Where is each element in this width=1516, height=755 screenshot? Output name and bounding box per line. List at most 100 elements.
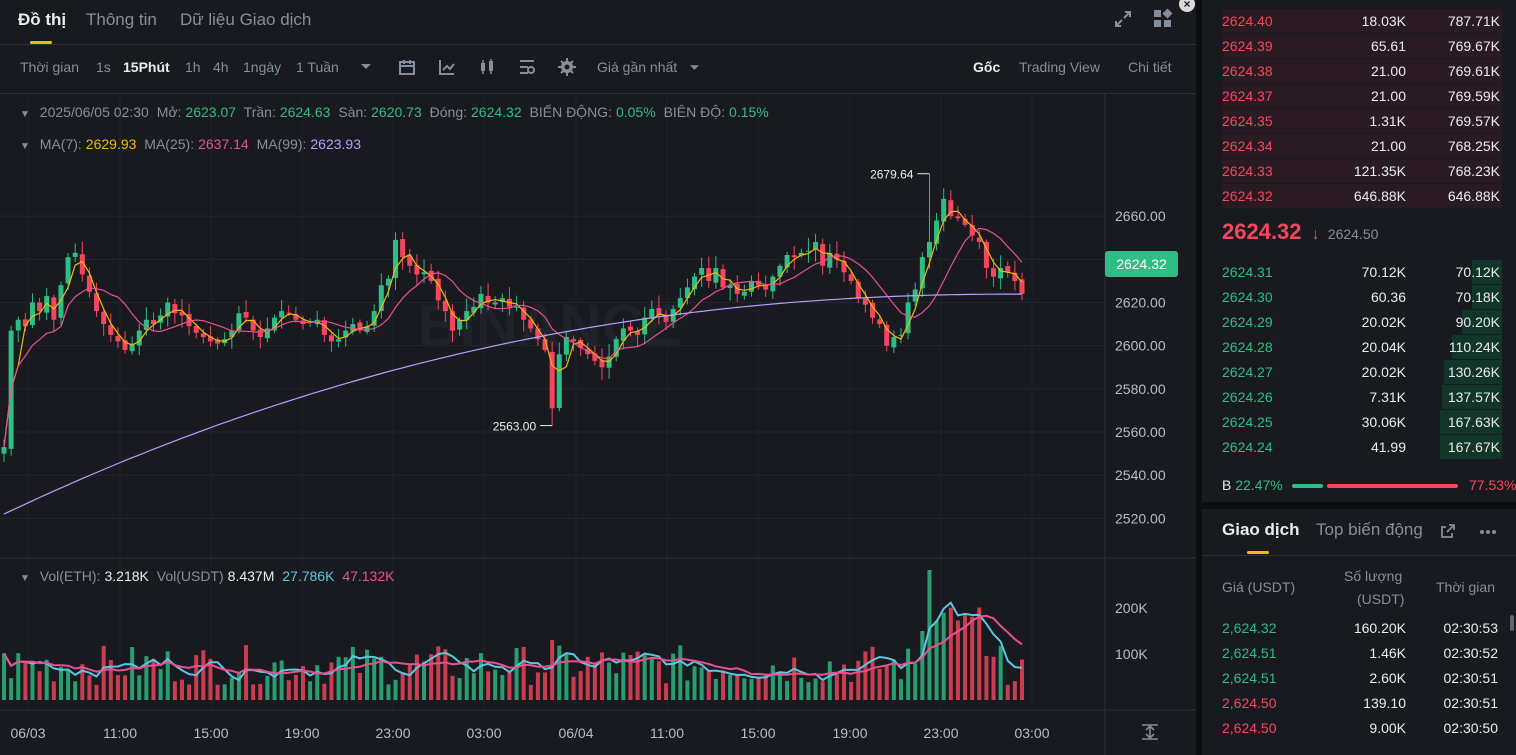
bid-row[interactable]: 2624.28 20.04K 110.24K [1222, 335, 1502, 359]
interval-1w[interactable]: 1 Tuần [296, 59, 339, 75]
volume-bar [357, 672, 362, 700]
candle-body [72, 252, 78, 257]
bid-row[interactable]: 2624.25 30.06K 167.63K [1222, 410, 1502, 434]
view-original-button[interactable]: Gốc [973, 59, 1001, 75]
vol-usdt-label: Vol(USDT) [156, 568, 224, 584]
chevron-down-icon[interactable] [689, 64, 700, 72]
candle-body [215, 339, 221, 344]
candles-icon[interactable] [478, 58, 496, 76]
bid-row[interactable]: 2624.24 41.99 167.67K [1222, 435, 1502, 459]
volume-bar [58, 667, 63, 700]
bid-price: 2624.26 [1222, 389, 1273, 405]
volume-bar [37, 671, 42, 700]
bid-row[interactable]: 2624.30 60.36 70.18K [1222, 285, 1502, 309]
chart-settings-list-icon[interactable] [518, 58, 536, 76]
bid-row[interactable]: 2624.29 20.02K 90.20K [1222, 310, 1502, 334]
interval-1s[interactable]: 1s [96, 59, 111, 75]
bid-price: 2624.30 [1222, 289, 1273, 305]
interval-4h[interactable]: 4h [213, 59, 229, 75]
amplitude-value: 0.15% [729, 104, 769, 120]
candle-body [528, 319, 534, 329]
candlestick-chart[interactable]: BINANCE 2660.002640.002620.002600.002580… [0, 94, 1196, 755]
chart-panel: Đồ thị Thông tin Dữ liệu Giao dịch × Thờ… [0, 0, 1196, 755]
tab-info[interactable]: Thông tin [86, 10, 157, 29]
candle-body [805, 250, 811, 252]
interval-1d[interactable]: 1ngày [243, 59, 282, 75]
depth-bar [1462, 310, 1502, 334]
candle-body [371, 311, 377, 326]
more-options-icon[interactable] [1479, 529, 1497, 535]
external-link-icon[interactable] [1440, 523, 1456, 539]
change-label: BIẾN ĐỘNG: [529, 104, 612, 120]
bid-row[interactable]: 2624.31 70.12K 70.12K [1222, 260, 1502, 284]
tab-trading-data[interactable]: Dữ liệu Giao dịch [180, 10, 312, 29]
indicator-icon[interactable] [438, 58, 456, 76]
ask-row[interactable]: 2624.34 21.00 768.25K [1222, 134, 1502, 158]
ma-row: ▼ MA(7): 2629.93 MA(25): 2637.14 MA(99): 26… [20, 136, 361, 152]
volume-bar [315, 665, 320, 700]
scale-fit-icon[interactable] [1140, 723, 1160, 741]
price-type-select[interactable]: Giá gần nhất [597, 59, 678, 75]
ask-total: 769.57K [1447, 113, 1500, 129]
volume-bar [343, 657, 348, 700]
calendar-icon[interactable] [398, 58, 416, 76]
ask-row[interactable]: 2624.40 18.03K 787.71K [1222, 9, 1502, 33]
buy-pct: 22.47% [1235, 477, 1283, 493]
low-value: 2620.73 [371, 104, 422, 120]
buy-sell-ratio: B 22.47% 77.53% S [1222, 477, 1516, 497]
candle-body [22, 319, 28, 327]
candle-body [257, 329, 263, 338]
close-icon[interactable]: × [1179, 0, 1195, 12]
volume-bar [144, 656, 149, 700]
ask-row[interactable]: 2624.35 1.31K 769.57K [1222, 109, 1502, 133]
ask-row[interactable]: 2624.38 21.00 769.61K [1222, 59, 1502, 83]
trade-time: 02:30:52 [1443, 645, 1499, 661]
view-depth-button[interactable]: Chi tiết [1128, 59, 1172, 75]
candle-body [841, 260, 847, 273]
interval-1h[interactable]: 1h [185, 59, 201, 75]
volume-bar [286, 680, 291, 700]
buy-bar [1292, 484, 1323, 488]
price-axis-label: 2580.00 [1115, 381, 1166, 397]
tab-trades[interactable]: Giao dịch [1222, 520, 1300, 539]
volume-bar [621, 652, 626, 700]
interval-15m[interactable]: 15Phút [123, 59, 170, 75]
close-label: Đóng: [429, 104, 467, 120]
volume-bar [151, 659, 156, 700]
scrollbar[interactable] [1510, 615, 1514, 631]
volume-bar [123, 675, 128, 700]
volume-bar [436, 646, 441, 700]
vol-eth-label: Vol(ETH): [39, 568, 101, 584]
view-tradingview-button[interactable]: Trading View [1019, 59, 1100, 75]
trade-amount: 160.20K [1353, 620, 1406, 636]
price-axis-label: 2560.00 [1115, 424, 1166, 440]
ask-row[interactable]: 2624.39 65.61 769.67K [1222, 34, 1502, 58]
tab-chart[interactable]: Đồ thị [18, 10, 67, 29]
expand-icon[interactable] [1112, 8, 1134, 30]
volume-bar [970, 616, 975, 700]
ask-row[interactable]: 2624.37 21.00 769.59K [1222, 84, 1502, 108]
volume-bar [372, 658, 377, 700]
bid-row[interactable]: 2624.27 20.02K 130.26K [1222, 360, 1502, 384]
candle-body [229, 330, 235, 338]
layout-icon[interactable] [1152, 8, 1174, 30]
candle-body [1019, 279, 1025, 294]
volume-bar [80, 664, 85, 700]
bid-row[interactable]: 2624.26 7.31K 137.57K [1222, 385, 1502, 409]
ask-row[interactable]: 2624.32 646.88K 646.88K [1222, 184, 1502, 208]
candle-body [592, 353, 598, 361]
ask-amount: 21.00 [1370, 88, 1406, 104]
candle-body [293, 314, 299, 320]
ask-price: 2624.34 [1222, 138, 1273, 154]
volume-bar [977, 607, 982, 700]
ma99-value: 2623.93 [310, 136, 361, 152]
ask-row[interactable]: 2624.33 121.35K 768.23K [1222, 159, 1502, 183]
volume-bar [336, 656, 341, 700]
volume-bar [279, 660, 284, 700]
interval-dropdown-icon[interactable] [360, 62, 372, 72]
gear-icon[interactable] [558, 58, 576, 76]
volume-bar [578, 671, 583, 700]
volume-bar [863, 651, 868, 700]
candle-body [820, 244, 826, 266]
tab-top-movers[interactable]: Top biến động [1316, 520, 1423, 539]
